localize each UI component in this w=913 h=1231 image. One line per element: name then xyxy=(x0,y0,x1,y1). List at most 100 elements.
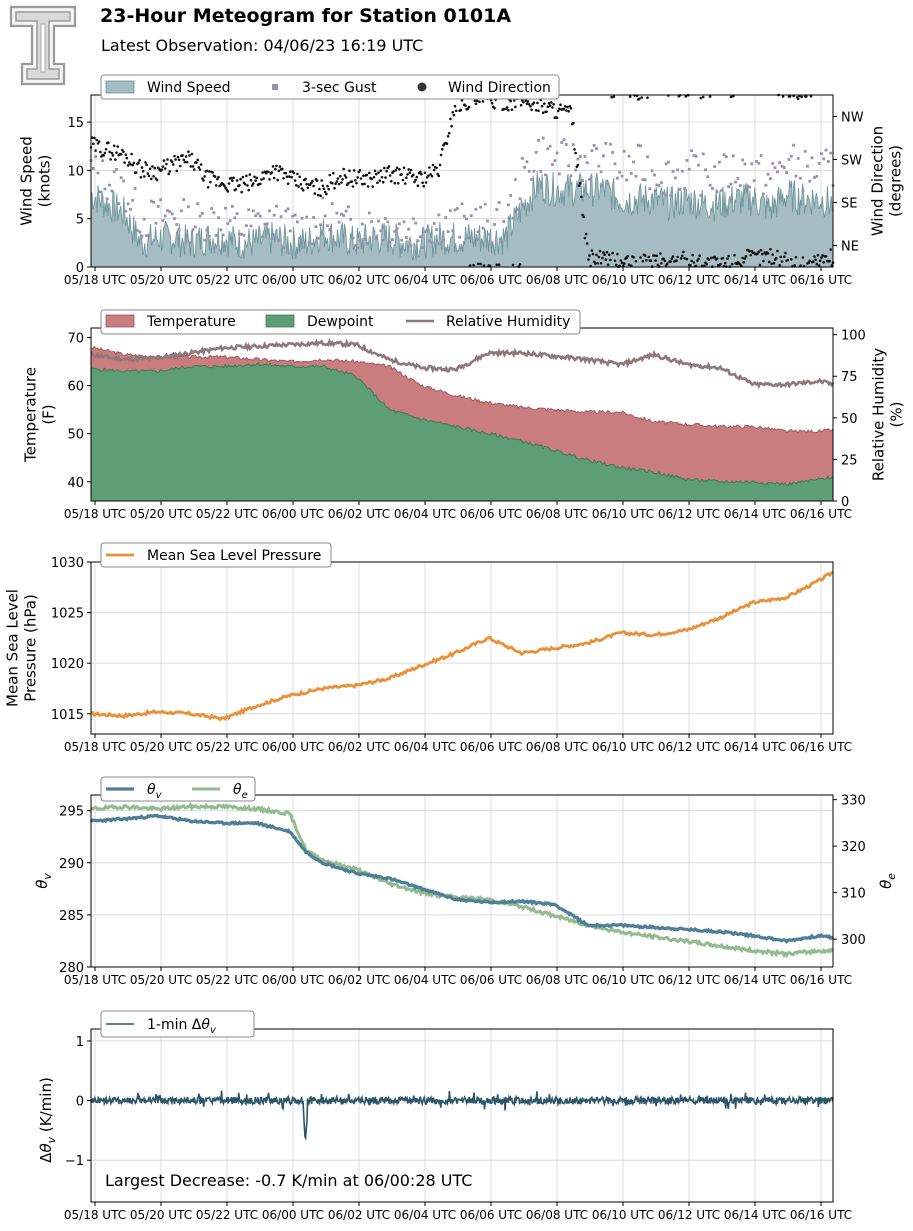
gust-point xyxy=(518,197,522,201)
direction-point xyxy=(341,178,344,181)
gust-point xyxy=(680,169,684,173)
legend-swatch-direction xyxy=(417,82,427,92)
gust-point xyxy=(827,160,830,163)
theta-ytick-label: 280 xyxy=(59,961,84,976)
gust-point xyxy=(435,228,438,231)
delta-xtick-label: 06/14 UTC xyxy=(724,1208,786,1222)
gust-point xyxy=(662,191,666,195)
gust-point xyxy=(625,178,628,182)
delta-xtick-label: 06/00 UTC xyxy=(262,1208,324,1222)
legend-label-temperature: Temperature xyxy=(146,314,236,330)
direction-point xyxy=(689,264,692,267)
thermo-ytick-label: 70 xyxy=(67,332,84,347)
direction-point xyxy=(203,175,206,178)
direction-point xyxy=(481,100,485,103)
gust-point xyxy=(309,242,313,246)
gust-point xyxy=(437,213,441,217)
thermo-y2tick-label: 25 xyxy=(841,453,858,468)
direction-point xyxy=(705,262,708,266)
direction-point xyxy=(454,109,458,113)
gust-point xyxy=(708,183,712,187)
thermo-xtick-label: 05/18 UTC xyxy=(64,507,126,521)
direction-point xyxy=(167,172,170,176)
direction-point xyxy=(555,116,559,120)
direction-point xyxy=(453,104,457,108)
theta-legend xyxy=(100,776,256,802)
direction-point xyxy=(141,169,145,173)
direction-point xyxy=(323,190,327,194)
direction-point xyxy=(174,158,177,161)
gust-point xyxy=(293,213,297,217)
direction-point xyxy=(211,171,214,174)
direction-point xyxy=(124,153,128,156)
direction-point xyxy=(261,171,264,174)
direction-point xyxy=(230,176,233,180)
direction-point xyxy=(814,258,817,262)
gust-point xyxy=(799,176,802,180)
direction-point xyxy=(290,175,293,179)
gust-point xyxy=(752,179,756,182)
delta-panel: 05/18 UTC 05/20 UTC 05/22 UTC 06/00 UTC 06/0… xyxy=(37,1010,852,1222)
direction-point xyxy=(567,110,570,113)
direction-point xyxy=(723,261,727,265)
direction-point xyxy=(627,263,631,267)
gust-point xyxy=(583,155,587,158)
gust-point xyxy=(776,170,779,174)
direction-point xyxy=(352,169,356,172)
direction-point xyxy=(653,254,656,257)
direction-point xyxy=(605,250,609,254)
gust-point xyxy=(323,214,327,218)
gust-point xyxy=(648,187,652,191)
direction-point xyxy=(385,169,388,173)
gust-point xyxy=(101,159,104,163)
gust-point xyxy=(444,216,448,219)
direction-point xyxy=(552,103,555,106)
gust-point xyxy=(182,198,186,201)
legend-swatch-temperature xyxy=(105,314,135,328)
gust-point xyxy=(142,217,146,221)
direction-point xyxy=(727,254,730,258)
thermo-xtick-label: 06/00 UTC xyxy=(262,507,324,521)
gust-point xyxy=(820,152,823,155)
direction-point xyxy=(770,262,773,266)
gust-point xyxy=(347,205,350,209)
direction-point xyxy=(363,182,366,186)
wind-xtick-label: 06/04 UTC xyxy=(394,273,456,287)
thermo-xtick-label: 05/20 UTC xyxy=(130,507,192,521)
gust-point xyxy=(286,207,290,211)
gust-point xyxy=(407,227,411,231)
direction-point xyxy=(192,168,196,171)
gust-point xyxy=(727,185,731,189)
gust-point xyxy=(340,212,343,216)
theta-y2label: θe xyxy=(877,873,898,889)
direction-point xyxy=(298,175,302,179)
gust-point xyxy=(745,184,749,188)
direction-point xyxy=(729,95,733,99)
gust-point xyxy=(210,207,213,210)
direction-point xyxy=(813,255,816,258)
temperature-line xyxy=(90,345,834,434)
gust-point xyxy=(815,175,819,178)
gust-point xyxy=(439,242,443,246)
direction-point xyxy=(691,253,694,257)
direction-point xyxy=(104,148,108,151)
gust-points xyxy=(89,136,835,250)
gust-point xyxy=(622,149,626,153)
direction-point xyxy=(387,165,391,168)
gust-point xyxy=(771,162,775,165)
gust-point xyxy=(449,209,452,212)
gust-point xyxy=(729,182,733,186)
direction-point xyxy=(719,262,722,266)
direction-point xyxy=(198,168,202,171)
legend-label-theta-e: θe xyxy=(233,782,248,801)
direction-point xyxy=(587,258,590,261)
direction-point xyxy=(572,121,575,125)
direction-point xyxy=(559,103,562,106)
direction-point xyxy=(401,178,405,182)
direction-point xyxy=(574,151,577,155)
gust-point xyxy=(314,225,318,229)
direction-point xyxy=(771,253,774,256)
direction-point xyxy=(373,169,377,173)
direction-point xyxy=(339,174,342,178)
wind-xtick-label: 06/14 UTC xyxy=(724,273,786,287)
